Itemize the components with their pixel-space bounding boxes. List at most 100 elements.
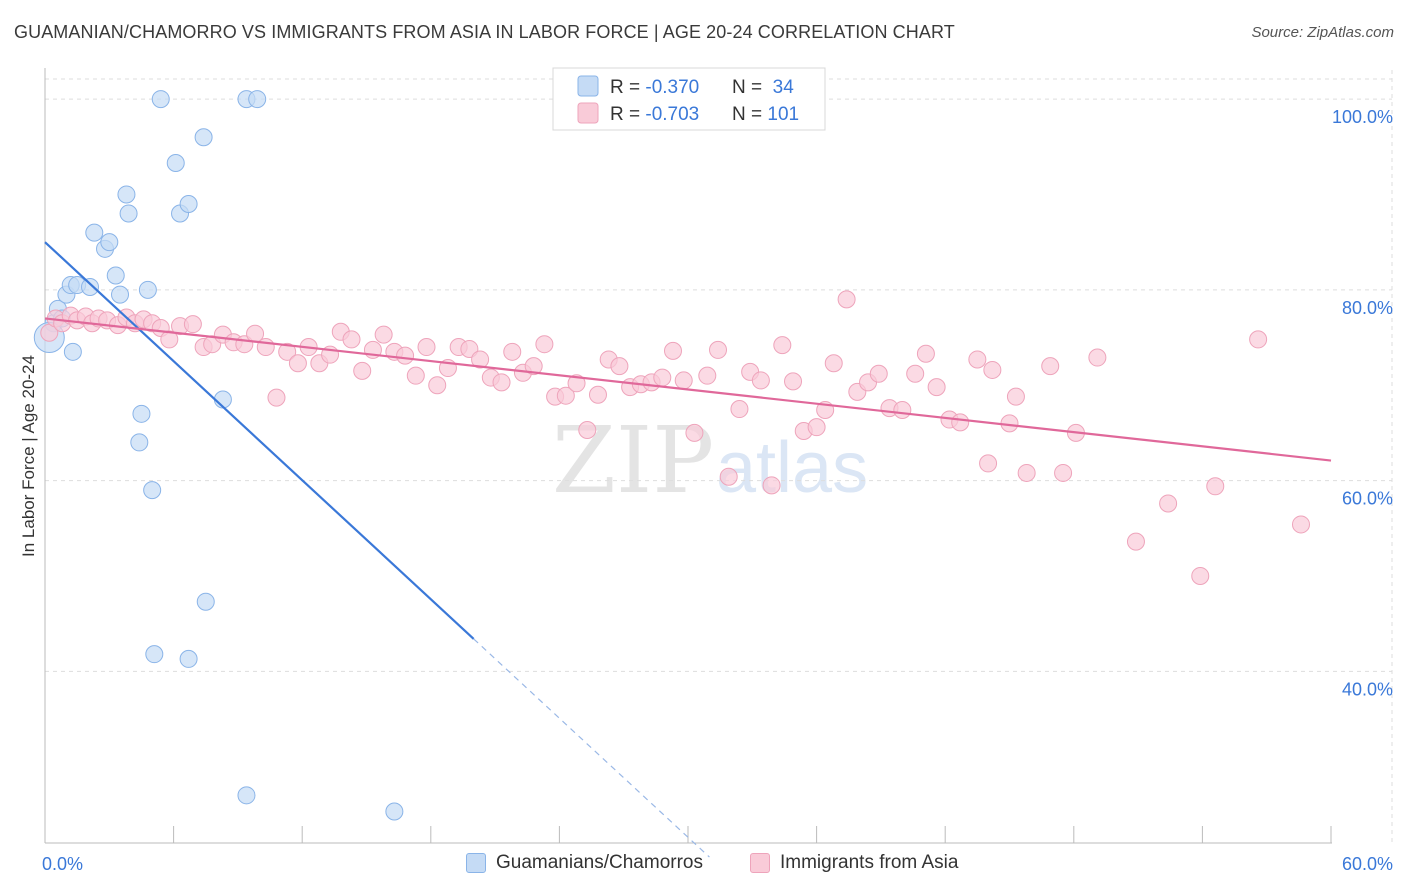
data-point	[85, 223, 104, 242]
data-point	[773, 336, 792, 355]
bottom-legend-item-guamanians: Guamanians/Chamorros	[466, 852, 703, 874]
data-point	[762, 476, 781, 495]
data-point	[143, 481, 162, 500]
data-point	[983, 360, 1002, 379]
data-point	[893, 400, 912, 419]
data-point	[1206, 477, 1225, 496]
y-axis-label: In Labor Force | Age 20-24	[19, 355, 38, 557]
data-point	[119, 204, 138, 223]
watermark-zip: ZIP	[552, 407, 714, 514]
data-point	[524, 357, 543, 376]
data-point	[138, 280, 157, 299]
data-point	[1126, 532, 1145, 551]
watermark: ZIP atlas	[552, 407, 868, 514]
data-point	[471, 350, 490, 369]
legend-r-value: -0.370	[645, 77, 699, 98]
data-point	[807, 418, 826, 437]
data-point	[160, 330, 179, 349]
data-point	[674, 371, 693, 390]
legend-n-value: 101	[767, 104, 799, 125]
trend-line-guamanians-extension	[473, 638, 710, 858]
data-point	[979, 454, 998, 473]
legend-r-label: R =	[610, 104, 645, 125]
data-point	[145, 645, 164, 664]
data-point	[288, 354, 307, 373]
data-point	[353, 361, 372, 380]
data-point	[951, 413, 970, 432]
data-point	[535, 335, 554, 354]
data-point	[1088, 348, 1107, 367]
data-point	[906, 364, 925, 383]
data-point	[130, 433, 149, 452]
data-point	[556, 386, 575, 405]
data-point	[248, 90, 267, 109]
data-point	[567, 374, 586, 393]
data-point	[927, 378, 946, 397]
data-point	[194, 128, 213, 147]
axes	[44, 68, 1332, 844]
data-point	[1291, 515, 1310, 534]
data-point	[406, 366, 425, 385]
data-point	[63, 342, 82, 361]
y-tick-label: 60.0%	[1342, 489, 1393, 509]
data-point	[610, 357, 629, 376]
data-point	[1249, 330, 1268, 349]
data-point	[784, 372, 803, 391]
data-point	[1041, 357, 1060, 376]
trend-line-immigrants-asia	[44, 317, 1332, 462]
bottom-legend-label: Immigrants from Asia	[780, 852, 959, 873]
data-point	[1006, 387, 1025, 406]
data-point	[588, 385, 607, 404]
legend-swatch-blue	[577, 75, 599, 97]
source-label: Source: ZipAtlas.com	[1251, 24, 1394, 41]
bottom-legend-item-immigrants: Immigrants from Asia	[750, 852, 958, 874]
data-point	[503, 342, 522, 361]
data-point	[278, 342, 297, 361]
bottom-legend: Guamanians/Chamorros Immigrants from Asi…	[0, 848, 1406, 880]
data-point	[183, 315, 202, 334]
bottom-legend-swatch-blue	[466, 853, 486, 873]
data-point	[492, 373, 511, 392]
data-point	[1191, 566, 1210, 585]
legend-n-value: 34	[767, 77, 794, 98]
legend-swatch-pink	[577, 102, 599, 124]
chart-title: GUAMANIAN/CHAMORRO VS IMMIGRANTS FROM AS…	[14, 22, 955, 42]
data-point	[824, 354, 843, 373]
data-point	[417, 338, 436, 357]
data-point	[578, 421, 597, 440]
data-point	[151, 90, 170, 109]
y-tick-label: 40.0%	[1342, 679, 1393, 699]
data-point	[698, 366, 717, 385]
data-point	[730, 400, 749, 419]
series-guamanians-points	[33, 90, 404, 821]
data-point	[106, 266, 125, 285]
data-point	[179, 194, 198, 213]
y-tick-labels: 100.0% 80.0% 60.0% 40.0%	[1332, 107, 1393, 699]
legend: R = -0.370 N = 34 R = -0.703 N = 101	[552, 67, 826, 131]
svg-text:N = 101: N = 101	[732, 104, 799, 125]
y-tick-label: 80.0%	[1342, 298, 1393, 318]
data-point	[342, 330, 361, 349]
data-point	[869, 364, 888, 383]
data-point	[916, 344, 935, 363]
legend-n-label: N =	[732, 104, 767, 125]
svg-text:R = -0.370: R = -0.370	[610, 77, 699, 98]
legend-n-label: N =	[732, 77, 767, 98]
data-point	[663, 341, 682, 360]
legend-r-value: -0.703	[645, 104, 699, 125]
data-point	[374, 325, 393, 344]
data-point	[132, 404, 151, 423]
x-tick-label: 60.0%	[1342, 854, 1393, 874]
data-point	[685, 423, 704, 442]
data-point	[396, 346, 415, 365]
bottom-legend-swatch-pink	[750, 853, 770, 873]
data-point	[1017, 463, 1036, 482]
svg-text:R = -0.703: R = -0.703	[610, 104, 699, 125]
trend-line-guamanians	[44, 241, 475, 640]
data-point	[267, 388, 286, 407]
data-point	[653, 368, 672, 387]
data-point	[968, 350, 987, 369]
trend-lines	[44, 241, 1332, 858]
data-point	[719, 467, 738, 486]
